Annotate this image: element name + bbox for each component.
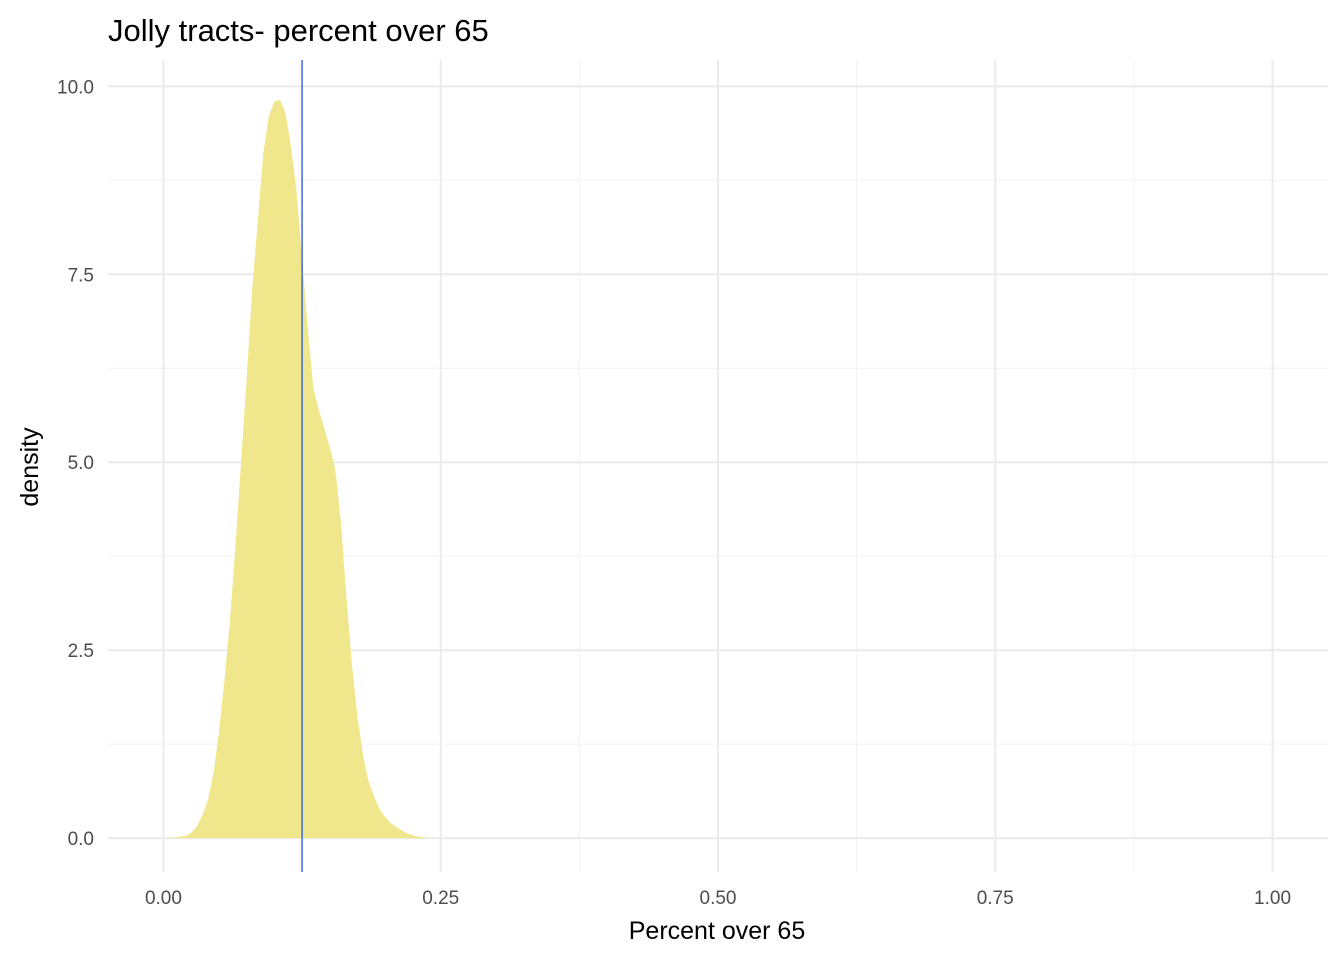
x-tick-label: 0.75 (977, 888, 1014, 909)
x-tick-label: 0.25 (422, 888, 459, 909)
y-tick-label: 7.5 (68, 265, 94, 286)
x-tick-label: 0.50 (700, 888, 737, 909)
y-tick-label: 0.0 (68, 829, 94, 850)
y-tick-label: 2.5 (68, 641, 94, 662)
x-axis-ticks: 0.00 0.25 0.50 0.75 1.00 (145, 888, 1291, 909)
x-tick-label: 0.00 (145, 888, 182, 909)
density-area (163, 99, 497, 839)
y-tick-label: 10.0 (57, 77, 94, 98)
x-axis-title: Percent over 65 (629, 917, 806, 945)
chart-title: Jolly tracts- percent over 65 (108, 13, 489, 48)
y-axis-ticks: 0.0 2.5 5.0 7.5 10.0 (57, 77, 94, 850)
x-tick-label: 1.00 (1254, 888, 1291, 909)
y-axis-title: density (16, 427, 44, 507)
y-tick-label: 5.0 (68, 453, 94, 474)
